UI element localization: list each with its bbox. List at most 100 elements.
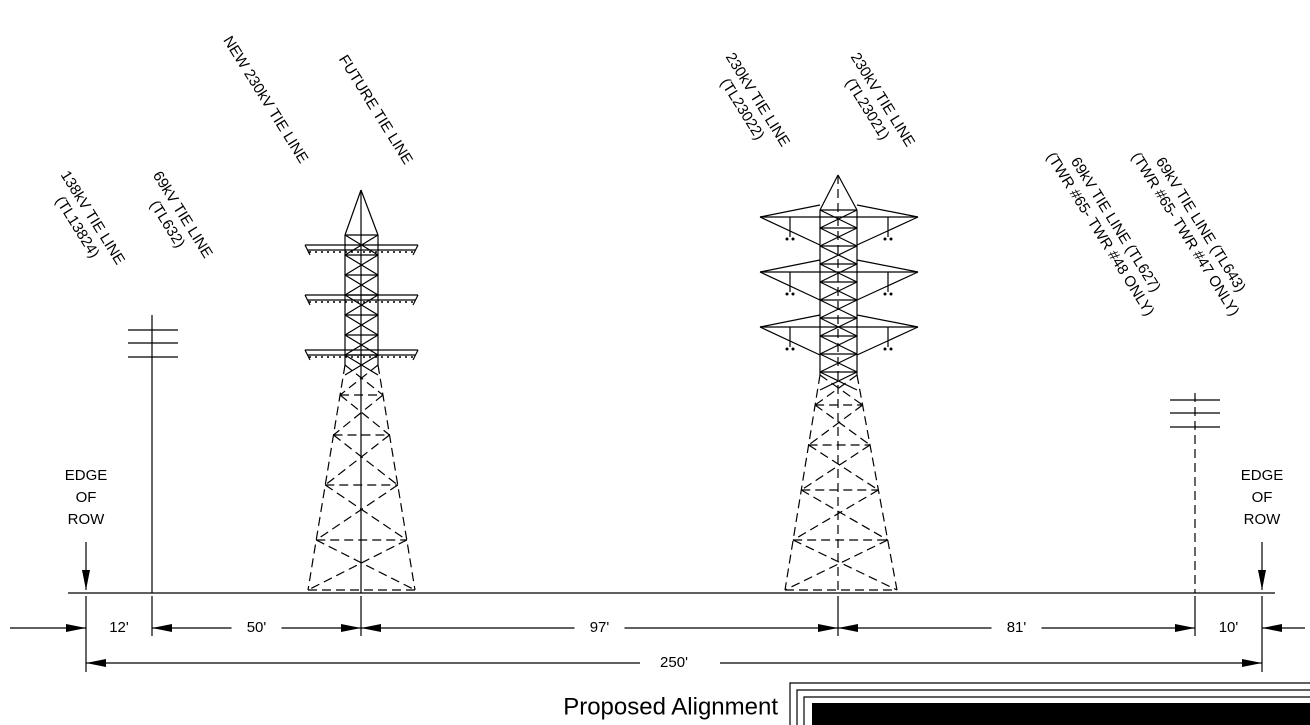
structure-line xyxy=(819,299,858,319)
structure-line xyxy=(304,244,311,256)
insulator xyxy=(345,251,347,253)
insulator xyxy=(315,301,317,303)
insulator xyxy=(883,292,887,296)
insulator xyxy=(889,237,893,241)
insulator xyxy=(357,251,359,253)
structure-line xyxy=(412,244,419,256)
structure-line xyxy=(307,539,408,591)
structure-line xyxy=(759,259,821,273)
insulator xyxy=(369,356,371,358)
insulator xyxy=(363,356,365,358)
label-line: FUTURE TIE LINE xyxy=(335,52,416,168)
insulator xyxy=(375,251,377,253)
structure-line xyxy=(324,484,408,541)
insulator xyxy=(399,301,401,303)
insulator xyxy=(393,251,395,253)
insulator xyxy=(351,301,353,303)
line-label: 69kV TIE LINE(TL632) xyxy=(146,168,216,261)
structure-line xyxy=(344,354,379,376)
insulator xyxy=(357,356,359,358)
insulator xyxy=(387,251,389,253)
structure-line xyxy=(333,394,384,436)
insulator xyxy=(333,301,335,303)
structure-line xyxy=(339,394,390,436)
insulator xyxy=(375,301,377,303)
structure-line xyxy=(307,364,346,591)
structure-line xyxy=(819,353,858,373)
structure-line xyxy=(800,489,888,541)
structure-line xyxy=(784,539,888,591)
insulator xyxy=(883,347,887,351)
structure-line xyxy=(819,371,858,391)
insulator xyxy=(351,356,353,358)
label-line: NEW 230kV TIE LINE xyxy=(219,33,311,166)
insulator xyxy=(363,251,365,253)
structure-line xyxy=(819,227,858,247)
insulator xyxy=(405,356,407,358)
title: Proposed Alignment xyxy=(563,693,778,720)
insulator xyxy=(411,301,413,303)
structure-line xyxy=(819,263,858,283)
edge-label: EDGE xyxy=(1241,467,1284,484)
insulator xyxy=(405,301,407,303)
insulator xyxy=(321,301,323,303)
structure-line xyxy=(784,374,821,591)
insulator xyxy=(785,347,789,351)
insulator xyxy=(381,251,383,253)
insulator xyxy=(791,347,795,351)
insulator xyxy=(321,251,323,253)
structure-line xyxy=(304,294,311,306)
structure-line xyxy=(344,294,379,316)
edge-label: EDGE xyxy=(65,467,108,484)
structure-line xyxy=(800,444,871,491)
insulator xyxy=(345,301,347,303)
insulator xyxy=(369,301,371,303)
insulator xyxy=(333,251,335,253)
dimension-label: 250' xyxy=(660,654,688,671)
dimension-label: 81' xyxy=(1007,619,1027,636)
structure-line xyxy=(324,434,390,486)
structure-line xyxy=(412,294,419,306)
title-block xyxy=(789,682,1310,725)
insulator xyxy=(889,292,893,296)
structure-line xyxy=(792,539,898,591)
insulator xyxy=(321,356,323,358)
insulator xyxy=(369,251,371,253)
structure-line xyxy=(344,274,379,296)
structure-line xyxy=(819,209,858,229)
structure-line xyxy=(819,335,858,355)
insulator xyxy=(785,292,789,296)
structure-line xyxy=(333,434,399,486)
insulator xyxy=(399,251,401,253)
dimension-label: 97' xyxy=(590,619,610,636)
insulator xyxy=(387,356,389,358)
insulator xyxy=(393,356,395,358)
edge-label: OF xyxy=(1252,489,1273,506)
insulator xyxy=(399,356,401,358)
structure-line xyxy=(792,489,879,541)
insulator xyxy=(393,301,395,303)
insulator xyxy=(405,251,407,253)
line-label: FUTURE TIE LINE xyxy=(335,52,416,168)
insulator xyxy=(381,301,383,303)
structure-line xyxy=(819,174,839,211)
dimension-label: 12' xyxy=(109,619,129,636)
insulator xyxy=(791,292,795,296)
dimension-label: 10' xyxy=(1219,619,1239,636)
structure-line xyxy=(360,189,379,236)
structure-line xyxy=(412,349,419,361)
insulator xyxy=(339,356,341,358)
structure-line xyxy=(814,374,858,406)
structure-line xyxy=(759,314,821,328)
structure-line xyxy=(837,174,858,211)
structure-line xyxy=(339,364,379,396)
structure-line xyxy=(856,204,919,218)
structure-line xyxy=(377,364,416,591)
line-label: 230kV TIE LINE(TL23021) xyxy=(842,50,918,150)
insulator xyxy=(363,301,365,303)
edge-label: ROW xyxy=(1244,511,1282,528)
insulator xyxy=(785,237,789,241)
structure-line xyxy=(344,364,384,396)
structure-line xyxy=(856,374,898,591)
insulator xyxy=(327,356,329,358)
